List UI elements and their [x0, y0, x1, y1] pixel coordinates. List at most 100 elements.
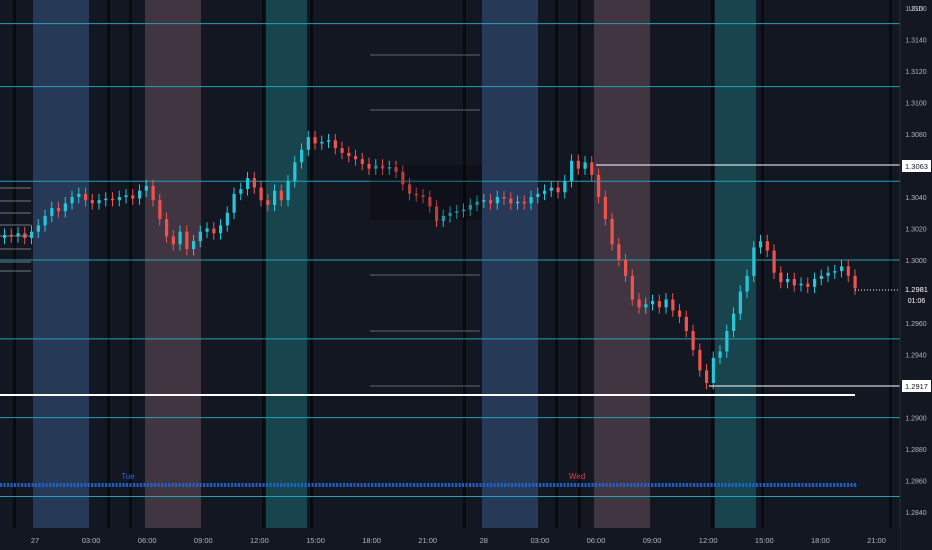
- candle: [759, 234, 763, 254]
- strip-dot: [217, 483, 220, 487]
- strip-dot: [490, 483, 493, 487]
- strip-dot: [808, 483, 811, 487]
- strip-dot: [322, 483, 325, 487]
- strip-dot: [836, 483, 839, 487]
- strip-dot: [252, 483, 255, 487]
- strip-dot: [297, 483, 300, 487]
- candle: [225, 206, 229, 232]
- strip-dot: [798, 483, 801, 487]
- strip-dot: [539, 483, 542, 487]
- candle: [70, 190, 74, 210]
- candle: [684, 310, 688, 338]
- strip-dot: [458, 483, 461, 487]
- strip-dot: [486, 483, 489, 487]
- countdown-text: 01:06: [908, 298, 926, 305]
- session-band-london: [145, 0, 201, 528]
- candle: [198, 225, 202, 248]
- strip-dot: [766, 483, 769, 487]
- strip-dot: [77, 483, 80, 487]
- candle: [381, 159, 385, 175]
- candle: [630, 269, 634, 306]
- strip-dot: [700, 483, 703, 487]
- strip-dot: [672, 483, 675, 487]
- candle: [516, 195, 520, 210]
- candle: [664, 293, 668, 314]
- time-tick-label: 28: [480, 536, 488, 545]
- candle: [367, 157, 371, 175]
- strip-dot: [735, 483, 738, 487]
- time-tick-label: 06:00: [138, 536, 157, 545]
- time-tick-label: 12:00: [699, 536, 718, 545]
- strip-dot: [203, 483, 206, 487]
- candle: [84, 187, 88, 207]
- strip-dot: [738, 483, 741, 487]
- strip-dot: [325, 483, 328, 487]
- candle: [354, 149, 358, 166]
- strip-dot: [514, 483, 517, 487]
- time-axis[interactable]: 27 03:00 06:00 09:00 12:00 15:00 18:00 21:00 28 0…: [0, 528, 900, 550]
- strip-dot: [409, 483, 412, 487]
- candle: [576, 154, 580, 175]
- strip-dot: [472, 483, 475, 487]
- candle: [489, 193, 493, 210]
- day-labels: Tue Wed: [121, 472, 585, 481]
- day-label-tue: Tue: [121, 472, 135, 481]
- candle: [252, 171, 256, 194]
- candle: [273, 184, 277, 212]
- strip-dot: [304, 483, 307, 487]
- strip-dot: [129, 483, 132, 487]
- strip-dot: [546, 483, 549, 487]
- strip-dot: [154, 483, 157, 487]
- session-separator: [107, 0, 110, 528]
- time-tick-label: 03:00: [82, 536, 101, 545]
- strip-dot: [787, 483, 790, 487]
- strip-dot: [210, 483, 213, 487]
- candle: [765, 234, 769, 257]
- strip-dot: [168, 483, 171, 487]
- strip-dot: [42, 483, 45, 487]
- strip-dot: [280, 483, 283, 487]
- price-axis[interactable]: USD 1.31601.31401.31201.31001.30801.3060…: [899, 0, 932, 550]
- candle: [779, 266, 783, 289]
- strip-dot: [661, 483, 664, 487]
- strip-dot: [528, 483, 531, 487]
- candle: [597, 168, 601, 204]
- candle: [644, 297, 648, 314]
- candle: [171, 230, 175, 251]
- strip-dot: [147, 483, 150, 487]
- candle: [219, 219, 223, 240]
- strip-dot: [273, 483, 276, 487]
- strip-dot: [143, 483, 146, 487]
- time-tick-label: 15:00: [306, 536, 325, 545]
- candle: [306, 130, 310, 157]
- strip-dot: [605, 483, 608, 487]
- candle: [509, 192, 513, 210]
- strip-dot: [98, 483, 101, 487]
- strip-dot: [357, 483, 360, 487]
- price-tick-label: 1.3080: [905, 132, 927, 139]
- strip-dot: [637, 483, 640, 487]
- strip-dot: [311, 483, 314, 487]
- candle: [192, 234, 196, 256]
- strip-dot: [532, 483, 535, 487]
- strip-dot: [161, 483, 164, 487]
- session-band-ny: [715, 0, 756, 528]
- price-tick-label: 1.3100: [905, 100, 927, 107]
- price-tick-label: 1.3160: [905, 6, 927, 13]
- strip-dot: [707, 483, 710, 487]
- strip-dot: [665, 483, 668, 487]
- candle: [603, 190, 607, 226]
- strip-dot: [136, 483, 139, 487]
- candle: [536, 187, 540, 204]
- strip-dot: [756, 483, 759, 487]
- strip-dot: [406, 483, 409, 487]
- strip-dot: [374, 483, 377, 487]
- horizontal-levels[interactable]: [0, 23, 900, 497]
- strip-dot: [511, 483, 514, 487]
- strip-dot: [140, 483, 143, 487]
- currency-label: USD: [909, 6, 924, 13]
- strip-dot: [332, 483, 335, 487]
- strip-dot: [745, 483, 748, 487]
- strip-dot: [654, 483, 657, 487]
